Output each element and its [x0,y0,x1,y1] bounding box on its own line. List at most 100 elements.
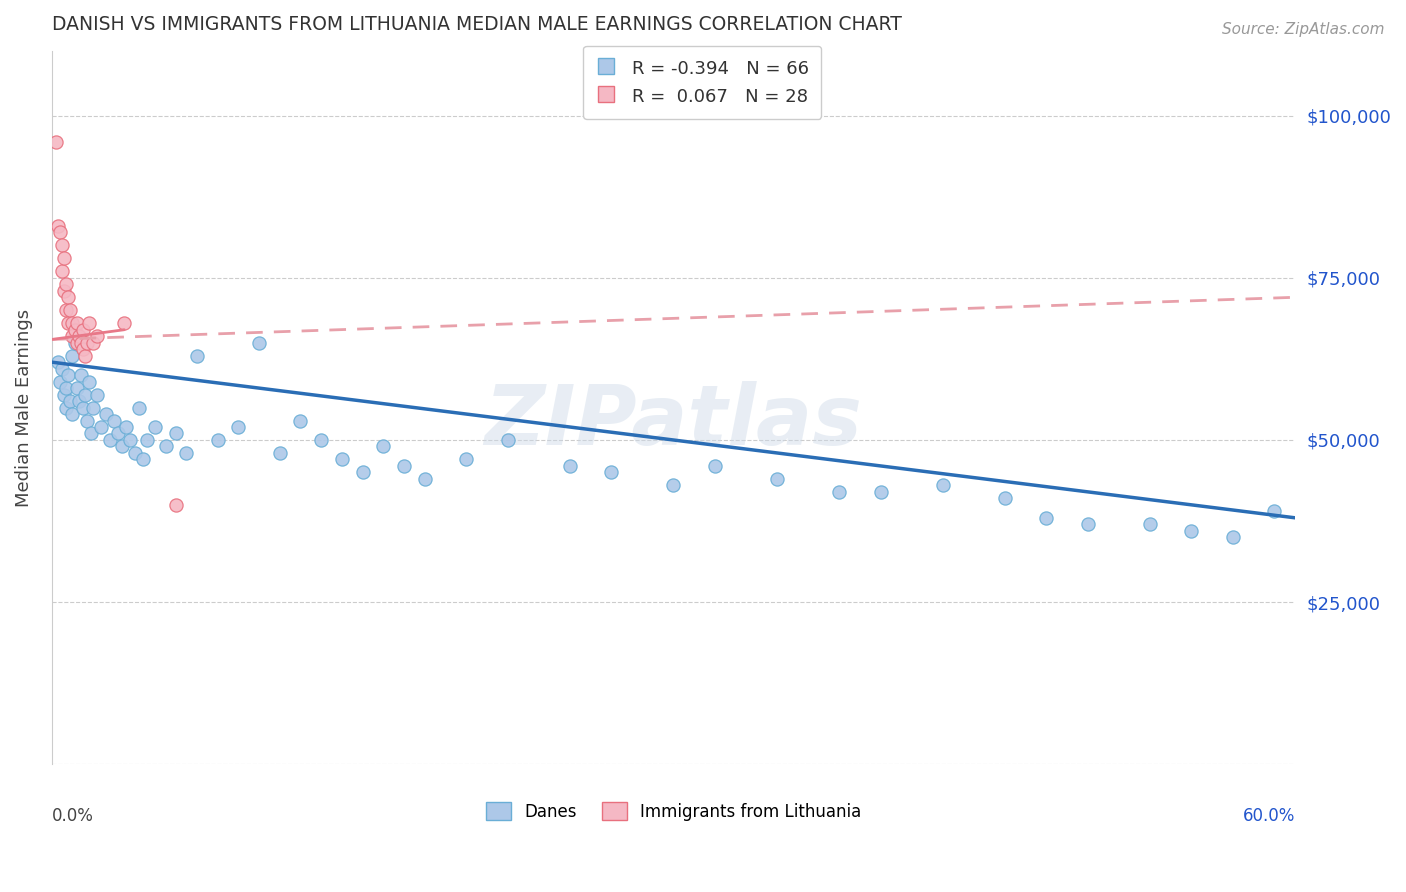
Point [49,375,72,389]
Point [124,446,146,460]
Point [155,440,177,454]
Point [62,407,84,421]
Point [120,433,142,447]
Point [828,484,851,499]
Point [65,381,87,395]
Point [55,303,77,318]
Legend: R = -0.394   N = 66, R =  0.067   N = 28: R = -0.394 N = 66, R = 0.067 N = 28 [583,45,821,119]
Point [111,440,134,454]
Point [82,335,104,350]
Point [63,335,86,350]
Point [103,413,125,427]
Point [766,472,789,486]
Point [65,316,87,330]
Point [76,335,98,350]
Point [994,491,1017,506]
Point [55,381,77,395]
Point [290,413,312,427]
Point [132,452,155,467]
Point [90,420,112,434]
Point [1035,511,1057,525]
Point [49,226,72,240]
Point [662,478,685,492]
Point [207,433,229,447]
Point [1139,517,1161,532]
Point [67,394,90,409]
Point [1180,524,1202,538]
Point [107,426,129,441]
Point [352,466,374,480]
Y-axis label: Median Male Earnings: Median Male Earnings [15,309,32,507]
Point [1222,530,1244,544]
Text: Source: ZipAtlas.com: Source: ZipAtlas.com [1222,22,1385,37]
Point [55,277,77,292]
Point [72,323,94,337]
Point [94,407,117,421]
Point [77,375,100,389]
Point [72,342,94,356]
Text: 0.0%: 0.0% [52,807,94,825]
Point [226,420,249,434]
Point [59,303,82,318]
Point [53,252,76,266]
Point [67,329,90,343]
Point [72,401,94,415]
Point [63,323,86,337]
Point [558,458,581,473]
Point [46,355,69,369]
Point [176,446,198,460]
Point [62,329,84,343]
Point [69,368,91,383]
Point [269,446,291,460]
Point [62,316,84,330]
Point [143,420,166,434]
Point [45,135,67,149]
Point [309,433,332,447]
Point [69,335,91,350]
Point [600,466,623,480]
Point [330,452,353,467]
Point [86,387,108,401]
Point [77,316,100,330]
Point [80,426,103,441]
Point [65,335,87,350]
Point [73,387,96,401]
Point [165,426,187,441]
Point [703,458,725,473]
Point [58,368,80,383]
Point [98,433,121,447]
Point [55,401,77,415]
Point [186,349,208,363]
Point [112,316,135,330]
Point [1263,504,1285,518]
Point [373,440,395,454]
Point [76,413,98,427]
Point [869,484,891,499]
Point [46,219,69,233]
Point [165,498,187,512]
Point [58,290,80,304]
Point [136,433,159,447]
Text: DANISH VS IMMIGRANTS FROM LITHUANIA MEDIAN MALE EARNINGS CORRELATION CHART: DANISH VS IMMIGRANTS FROM LITHUANIA MEDI… [52,15,901,34]
Text: ZIPatlas: ZIPatlas [485,381,862,462]
Point [456,452,478,467]
Point [128,401,150,415]
Point [496,433,519,447]
Point [247,335,270,350]
Point [86,329,108,343]
Point [53,284,76,298]
Point [413,472,436,486]
Point [51,238,73,252]
Point [115,420,138,434]
Text: 60.0%: 60.0% [1243,807,1295,825]
Point [1077,517,1099,532]
Point [82,401,104,415]
Point [51,361,73,376]
Point [53,387,76,401]
Point [932,478,955,492]
Point [392,458,415,473]
Point [59,394,82,409]
Point [73,349,96,363]
Point [62,349,84,363]
Point [51,264,73,278]
